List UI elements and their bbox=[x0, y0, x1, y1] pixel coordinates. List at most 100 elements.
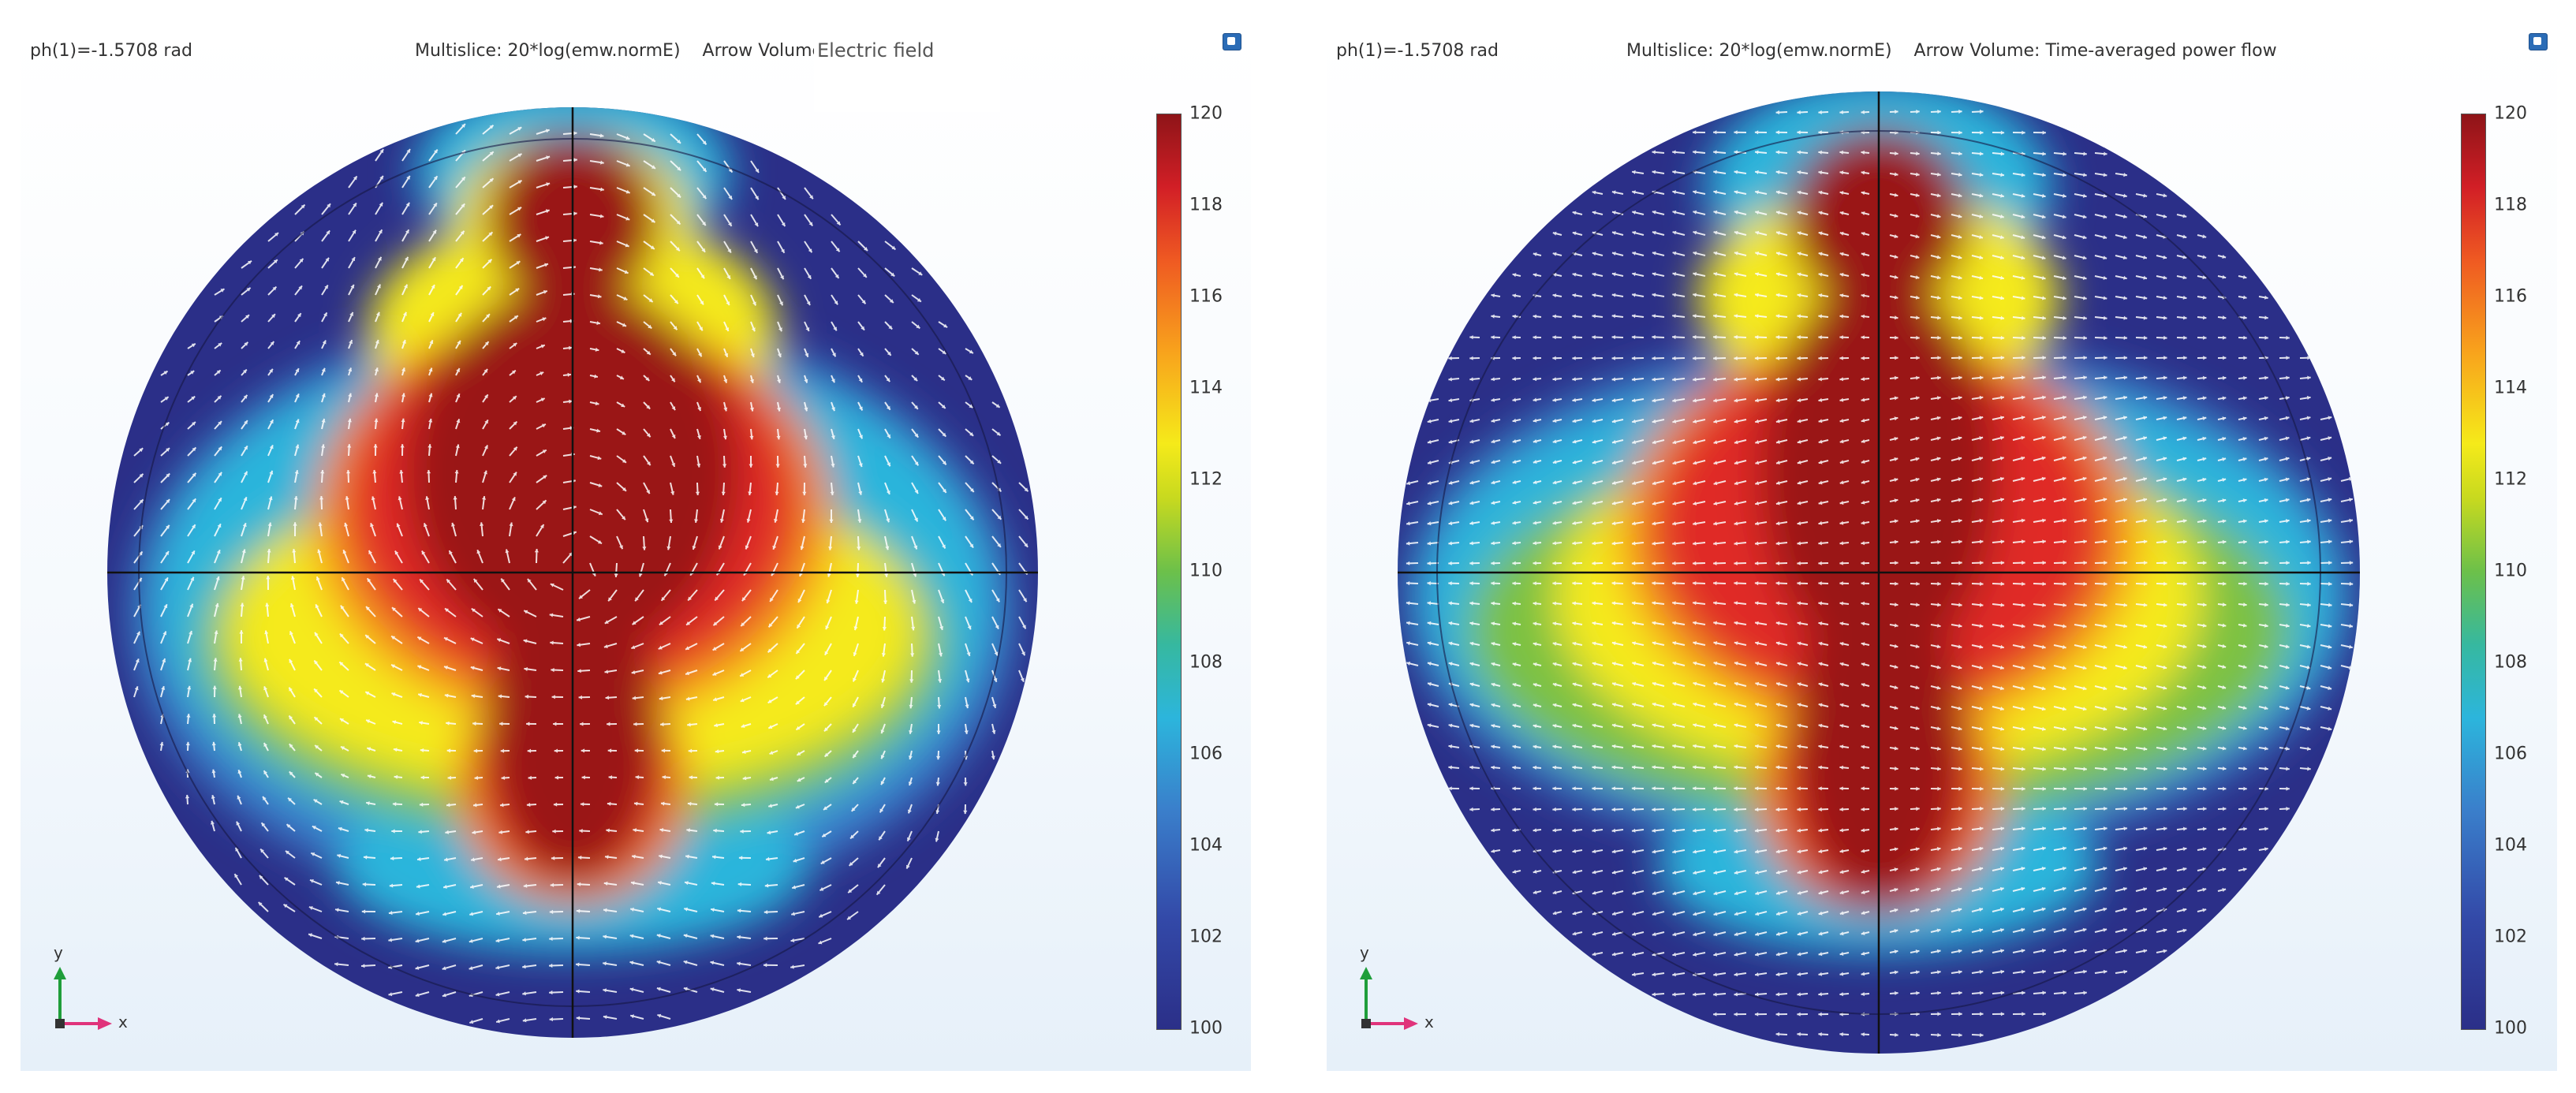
field-arrow-head bbox=[2203, 561, 2207, 565]
field-arrow-head bbox=[2264, 826, 2268, 831]
export-icon[interactable] bbox=[1223, 33, 1241, 50]
field-arrow-head bbox=[1979, 686, 1983, 690]
field-arrow-head bbox=[1592, 561, 1596, 565]
field-arrow-head bbox=[2163, 356, 2167, 360]
field-arrow-head bbox=[1652, 621, 1656, 625]
field-arrow-head bbox=[2103, 456, 2107, 461]
field-arrow-head bbox=[1612, 890, 1616, 895]
field-arrow-head bbox=[631, 645, 636, 649]
field-arrow-head bbox=[241, 576, 245, 580]
field-arrow-head bbox=[1552, 807, 1556, 811]
field-arrow-head bbox=[511, 497, 516, 502]
field-arrow-head bbox=[1631, 786, 1636, 791]
field-arrow-head bbox=[2242, 706, 2247, 710]
field-arrow-head bbox=[964, 730, 969, 734]
field-arrow-head bbox=[576, 935, 580, 940]
field-arrow-head bbox=[1958, 396, 1962, 400]
field-arrow-head bbox=[1533, 520, 1537, 525]
field-arrow-head bbox=[939, 652, 943, 657]
field-arrow-head bbox=[2063, 767, 2066, 771]
field-arrow-head bbox=[2103, 235, 2107, 240]
field-arrow-head bbox=[1693, 891, 1697, 896]
field-arrow-head bbox=[1797, 231, 1801, 236]
field-arrow-head bbox=[2286, 746, 2290, 751]
field-arrow-head bbox=[597, 294, 602, 299]
field-arrow-head bbox=[2182, 498, 2187, 502]
field-arrow-head bbox=[1713, 744, 1717, 748]
field-arrow-head bbox=[364, 663, 369, 667]
field-arrow-head bbox=[1652, 150, 1656, 155]
field-arrow-head bbox=[1797, 621, 1801, 625]
field-arrow-head bbox=[1652, 808, 1656, 812]
field-arrow-head bbox=[755, 196, 759, 200]
field-arrow-head bbox=[1406, 641, 1410, 646]
field-arrow-head bbox=[1818, 211, 1823, 215]
field-arrow-head bbox=[599, 133, 604, 138]
field-arrow-head bbox=[2306, 624, 2311, 629]
field-arrow-head bbox=[242, 523, 247, 528]
field-arrow-head bbox=[2143, 726, 2148, 731]
field-arrow-head bbox=[2021, 726, 2025, 731]
field-arrow-head bbox=[2082, 256, 2087, 260]
field-arrow-head bbox=[1818, 601, 1822, 606]
field-arrow-head bbox=[2042, 624, 2046, 629]
field-arrow-head bbox=[600, 160, 604, 165]
field-arrow-head bbox=[295, 368, 299, 373]
field-arrow-head bbox=[1592, 272, 1596, 277]
field-arrow-head bbox=[1734, 681, 1738, 686]
field-arrow-head bbox=[1839, 662, 1844, 666]
field-arrow-head bbox=[396, 523, 401, 528]
field-arrow-head bbox=[2183, 786, 2187, 791]
field-arrow-head bbox=[2285, 685, 2290, 690]
field-arrow-head bbox=[459, 258, 464, 263]
field-arrow-head bbox=[1776, 662, 1780, 666]
field-arrow-head bbox=[1693, 419, 1697, 423]
field-arrow-head bbox=[185, 741, 190, 746]
field-arrow-head bbox=[289, 658, 293, 663]
field-arrow-head bbox=[1491, 621, 1495, 626]
field-arrow-head bbox=[272, 286, 277, 291]
field-arrow-head bbox=[1572, 397, 1577, 402]
field-arrow-head bbox=[2143, 416, 2147, 420]
field-arrow-head bbox=[267, 549, 271, 553]
field-arrow-head bbox=[1936, 436, 1941, 441]
field-arrow-head bbox=[1839, 890, 1844, 895]
field-arrow-head bbox=[1533, 460, 1537, 464]
field-arrow-head bbox=[725, 327, 730, 331]
field-arrow-head bbox=[1818, 744, 1823, 749]
field-arrow-head bbox=[2202, 685, 2207, 690]
field-arrow-head bbox=[1979, 255, 1984, 259]
field-arrow-head bbox=[498, 830, 502, 834]
field-arrow-head bbox=[1839, 849, 1844, 853]
field-arrow-head bbox=[1958, 786, 1962, 791]
field-arrow-head bbox=[2000, 356, 2005, 360]
field-arrow-head bbox=[1512, 807, 1516, 811]
field-arrow-head bbox=[768, 804, 772, 808]
field-arrow-head bbox=[1713, 849, 1717, 854]
field-arrow-head bbox=[2082, 886, 2087, 891]
field-arrow-head bbox=[1533, 377, 1537, 382]
field-arrow-head bbox=[1958, 498, 1962, 502]
field-arrow-head bbox=[605, 855, 609, 860]
field-arrow-head bbox=[969, 460, 974, 464]
field-arrow-head bbox=[517, 234, 521, 238]
export-icon[interactable] bbox=[2529, 33, 2548, 50]
field-arrow-head bbox=[340, 605, 345, 610]
field-arrow-head bbox=[2182, 295, 2187, 300]
field-arrow-head bbox=[1979, 498, 1984, 502]
field-arrow-head bbox=[2082, 235, 2087, 240]
field-arrow-head bbox=[297, 313, 301, 318]
field-arrow-head bbox=[1818, 828, 1822, 833]
field-arrow-head bbox=[337, 853, 342, 858]
field-arrow-head bbox=[1491, 828, 1495, 833]
field-arrow-head bbox=[237, 795, 241, 800]
field-arrow-head bbox=[321, 367, 326, 372]
field-arrow-head bbox=[442, 993, 446, 998]
field-arrow-head bbox=[1592, 786, 1596, 791]
field-arrow-head bbox=[1958, 867, 1962, 871]
field-arrow-head bbox=[995, 404, 1000, 408]
field-arrow-head bbox=[295, 444, 300, 449]
field-arrow-head bbox=[800, 546, 805, 550]
field-arrow-head bbox=[2083, 315, 2087, 320]
field-arrow-head bbox=[1652, 334, 1656, 340]
